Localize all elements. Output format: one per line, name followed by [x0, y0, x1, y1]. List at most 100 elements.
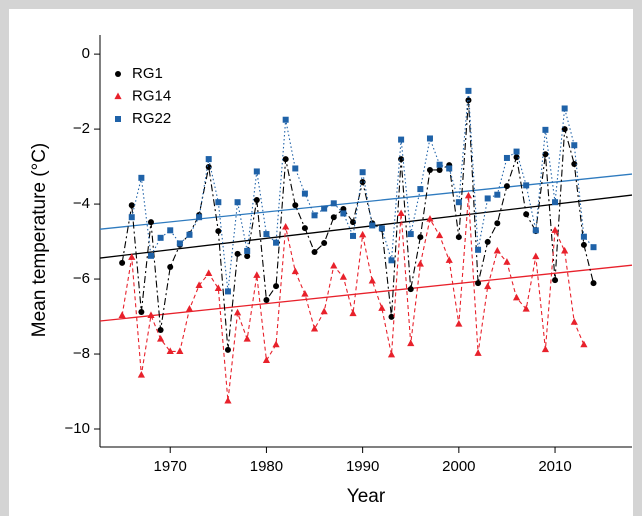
x-axis-title: Year: [347, 486, 386, 507]
point: [128, 202, 135, 209]
point: [253, 271, 261, 278]
point: [301, 190, 308, 197]
point: [186, 231, 193, 238]
point: [513, 154, 520, 161]
point: [215, 228, 222, 235]
point: [282, 156, 289, 163]
point: [590, 244, 597, 251]
point: [205, 269, 213, 277]
point: [494, 220, 501, 227]
point: [580, 233, 587, 240]
point: [263, 297, 270, 304]
point: [455, 320, 463, 327]
legend-label: RG14: [132, 87, 171, 104]
point: [234, 250, 241, 257]
y-tick-label: 0: [82, 45, 90, 62]
trend-line: [99, 264, 633, 322]
x-tick-label: 2010: [538, 458, 571, 475]
y-tick-label: −6: [73, 270, 90, 287]
point: [196, 214, 203, 221]
point: [512, 293, 521, 301]
point: [224, 346, 231, 353]
point: [157, 335, 165, 342]
point: [166, 347, 174, 355]
point: [570, 318, 578, 325]
point: [292, 202, 299, 209]
point: [311, 249, 318, 256]
point: [340, 210, 347, 217]
point: [272, 340, 280, 348]
legend-marker: [115, 116, 121, 122]
point: [359, 178, 366, 185]
x-tick-label: 2000: [442, 458, 475, 475]
point: [523, 211, 530, 218]
point: [571, 142, 578, 149]
point: [426, 215, 434, 222]
point: [128, 253, 136, 260]
point: [157, 327, 164, 334]
legend-label: RG22: [132, 110, 171, 127]
x-tick-label: 1980: [250, 458, 283, 475]
point: [532, 227, 539, 234]
point: [263, 231, 270, 238]
point: [185, 305, 194, 312]
point: [215, 199, 222, 206]
point: [273, 283, 280, 290]
point: [330, 214, 337, 221]
point: [167, 227, 174, 234]
y-tick-label: −4: [73, 195, 90, 212]
point: [532, 252, 540, 260]
point: [378, 225, 385, 232]
point: [475, 246, 482, 253]
point: [128, 214, 135, 221]
point: [321, 240, 328, 247]
point: [368, 276, 376, 284]
point: [253, 196, 260, 203]
point: [350, 232, 357, 239]
point: [436, 166, 443, 173]
point: [455, 199, 462, 206]
legend-marker: [115, 71, 121, 77]
y-tick-label: −8: [73, 345, 90, 362]
point: [503, 154, 510, 161]
point: [407, 339, 415, 347]
point: [147, 219, 154, 226]
point: [475, 280, 482, 287]
point: [262, 356, 271, 364]
point: [571, 160, 578, 167]
point: [282, 116, 289, 123]
x-tick-label: 1970: [154, 458, 187, 475]
point: [137, 371, 145, 378]
point: [465, 87, 472, 94]
point: [118, 311, 126, 319]
point: [503, 183, 510, 190]
point: [388, 313, 395, 320]
point: [552, 199, 559, 206]
point: [484, 238, 491, 245]
point: [167, 264, 174, 271]
point: [445, 256, 453, 263]
trend-line: [99, 194, 633, 259]
point: [311, 212, 318, 219]
y-tick-label: −2: [73, 120, 90, 137]
point: [474, 349, 482, 356]
point: [542, 126, 549, 133]
trend-line: [99, 173, 633, 230]
point: [321, 205, 328, 212]
y-tick-label: −10: [65, 420, 90, 437]
point: [119, 259, 126, 266]
point: [542, 151, 549, 158]
point: [291, 267, 299, 275]
point: [464, 191, 473, 199]
point: [349, 309, 357, 317]
point: [493, 246, 501, 254]
point: [233, 308, 242, 316]
point: [465, 97, 472, 104]
point: [157, 234, 164, 241]
point: [455, 234, 462, 241]
point: [320, 307, 328, 315]
point: [398, 136, 405, 143]
point: [522, 305, 530, 312]
point: [224, 288, 231, 295]
